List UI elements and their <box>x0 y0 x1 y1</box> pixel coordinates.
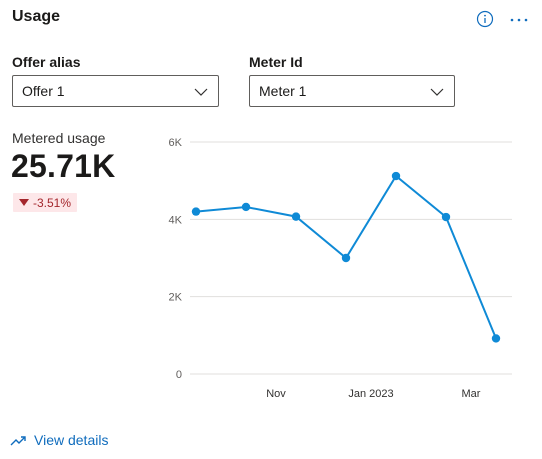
metered-usage-label: Metered usage <box>12 130 106 146</box>
x-tick-label: Jan 2023 <box>348 388 393 400</box>
x-tick-label: Nov <box>266 388 286 400</box>
meter-id-value: Meter 1 <box>259 83 307 99</box>
delta-value: -3.51% <box>33 195 72 210</box>
triangle-down-icon <box>19 198 29 206</box>
data-point <box>291 212 301 221</box>
view-details-link[interactable]: View details <box>10 432 108 448</box>
data-point <box>341 253 351 263</box>
x-tick-label: Mar <box>462 388 481 400</box>
data-point <box>441 212 451 222</box>
offer-alias-label: Offer alias <box>12 54 81 70</box>
data-point <box>391 171 401 181</box>
delta-badge: -3.51% <box>13 193 78 212</box>
trend-icon <box>10 436 26 446</box>
info-icon[interactable] <box>476 10 494 28</box>
data-point <box>491 334 501 343</box>
chevron-down-icon <box>430 88 444 96</box>
y-tick-label: 4K <box>169 214 183 226</box>
chevron-down-icon <box>194 88 208 96</box>
offer-alias-value: Offer 1 <box>22 83 65 99</box>
metered-usage-value: 25.71K <box>11 148 116 184</box>
data-point <box>241 202 251 212</box>
header-actions <box>476 10 530 28</box>
view-details-label: View details <box>34 432 109 448</box>
usage-line-chart: 0 2K 4K 6K Nov Jan 2023 Mar <box>169 137 512 400</box>
meter-id-label: Meter Id <box>249 54 303 70</box>
y-tick-label: 6K <box>169 137 183 149</box>
more-icon[interactable] <box>508 10 530 28</box>
offer-alias-dropdown[interactable]: Offer 1 <box>12 75 219 107</box>
meter-id-dropdown[interactable]: Meter 1 <box>249 75 455 107</box>
card-title: Usage <box>12 8 61 25</box>
y-tick-label: 0 <box>176 369 182 381</box>
data-point <box>191 207 201 216</box>
y-tick-label: 2K <box>169 292 183 304</box>
